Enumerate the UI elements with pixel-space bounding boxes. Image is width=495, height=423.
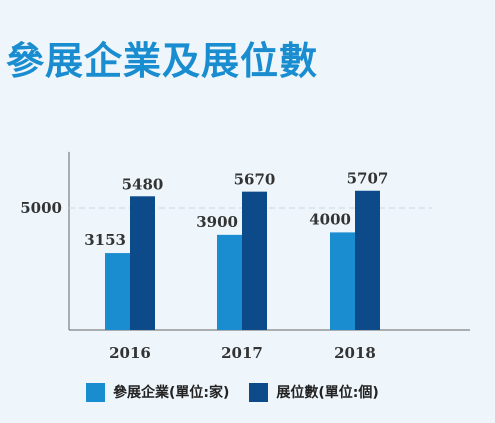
legend-item-companies: 參展企業(單位:家) — [86, 382, 229, 402]
bar-booths-2018 — [355, 190, 380, 330]
legend: 參展企業(單位:家) 展位數(單位:個) — [86, 382, 486, 402]
x-tick-label: 2016 — [109, 344, 151, 362]
data-label-companies-2017: 3900 — [196, 213, 238, 231]
data-label-companies-2018: 4000 — [309, 210, 351, 228]
data-label-booths-2018: 5707 — [347, 170, 389, 188]
chart-title: 參展企業及展位數 — [6, 39, 319, 83]
bar-companies-2017 — [217, 234, 242, 330]
bar-booths-2016 — [130, 196, 155, 330]
bar-companies-2018 — [330, 232, 355, 330]
x-tick-label: 2018 — [334, 344, 376, 362]
legend-label-booths: 展位數(單位:個) — [276, 385, 379, 401]
legend-item-booths: 展位數(單位:個) — [249, 382, 379, 402]
data-label-companies-2016: 3153 — [84, 231, 126, 249]
legend-swatch-booths — [249, 382, 269, 402]
legend-swatch-companies — [86, 382, 105, 402]
legend-label-companies: 參展企業(單位:家) — [113, 385, 230, 401]
bar-companies-2016 — [105, 253, 130, 330]
data-label-booths-2017: 5670 — [234, 171, 276, 189]
bar-booths-2017 — [242, 191, 267, 330]
x-tick-label: 2017 — [221, 344, 263, 362]
y-tick-label: 5000 — [20, 199, 62, 217]
data-label-booths-2016: 5480 — [122, 175, 164, 193]
